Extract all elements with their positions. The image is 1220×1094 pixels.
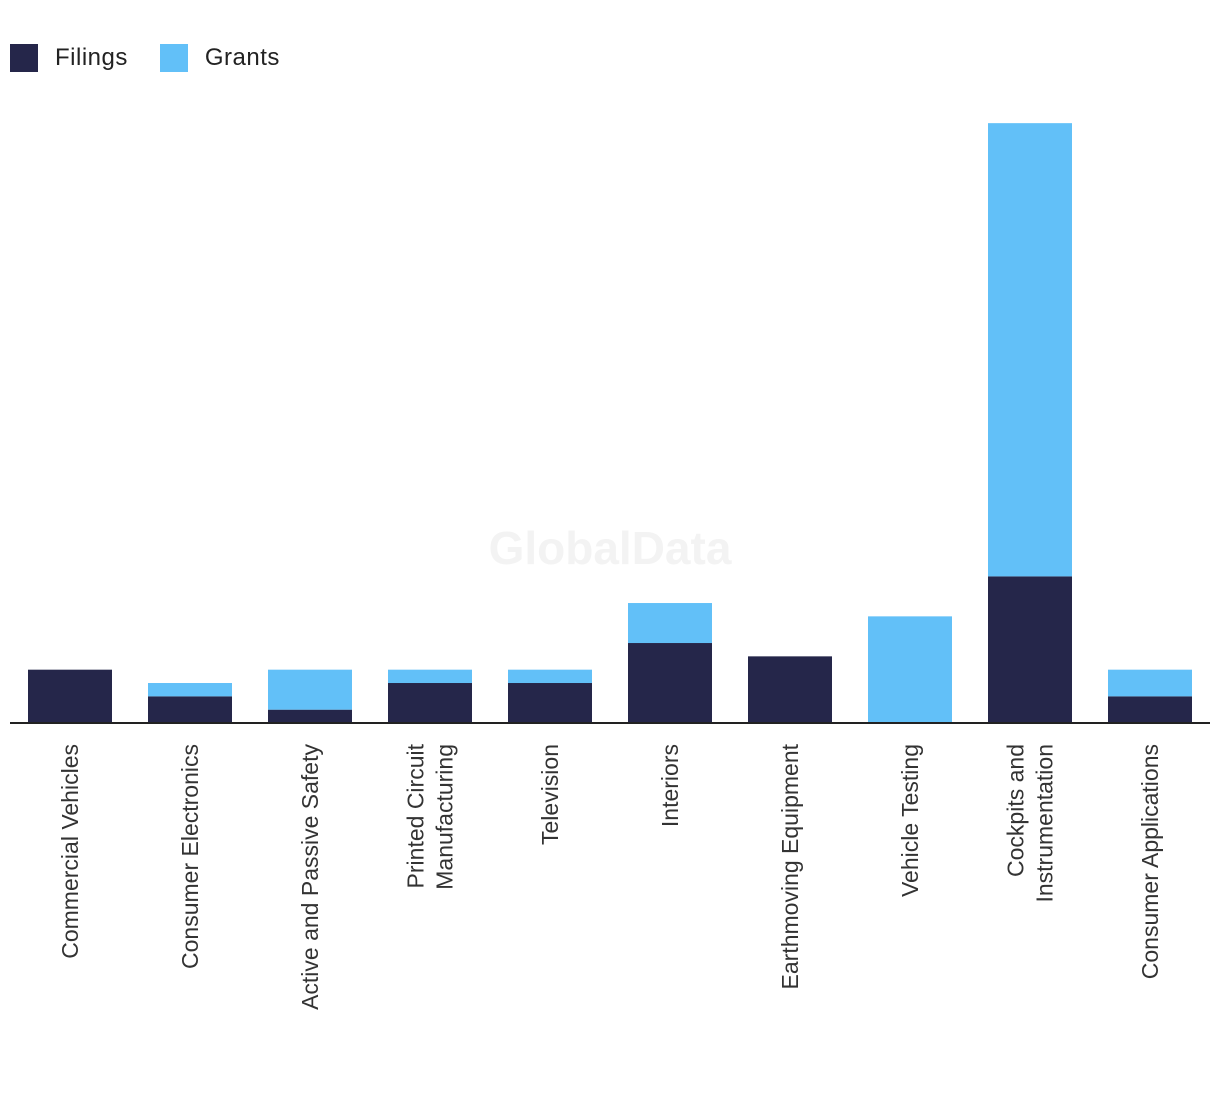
x-axis-labels: Commercial Vehicles Consumer Electronics A… [57,743,1163,1010]
x-tick-label-active-and-passive-safety: Active and Passive Safety [297,744,323,1010]
bars-group [28,123,1192,723]
x-tick-label-television: Television [537,744,563,845]
bar-filings-printed-circuit-manufacturing [388,683,472,723]
bar-grants-consumer-applications [1108,669,1192,697]
watermark: GlobalData [489,522,732,574]
bar-filings-consumer-electronics [148,696,232,723]
x-tick-label-consumer-electronics: Consumer Electronics [177,744,203,969]
bar-filings-earthmoving-equipment [748,656,832,723]
x-tick-label-consumer-applications: Consumer Applications [1137,744,1163,979]
bar-filings-consumer-applications [1108,696,1192,723]
legend-swatch-grants [159,44,188,72]
bar-grants-interiors [628,603,712,644]
bar-filings-interiors [628,643,712,723]
bar-grants-consumer-electronics [148,683,232,697]
bar-grants-printed-circuit-manufacturing [388,669,472,684]
x-tick-label-cockpits-and-instrumentation: Cockpits and Instrumentation [1003,744,1058,903]
legend-item-filings: Filings [10,44,128,72]
bar-filings-commercial-vehicles [28,669,112,723]
legend-swatch-filings [10,44,38,72]
bar-grants-active-and-passive-safety [268,669,352,710]
bar-grants-television [508,669,592,684]
x-tick-label-printed-circuit-manufacturing: Printed Circuit Manufacturing [403,743,458,889]
x-tick-label-interiors: Interiors [657,744,683,827]
bar-filings-active-and-passive-safety [268,709,352,723]
bar-filings-cockpits-and-instrumentation [988,576,1072,723]
bar-grants-vehicle-testing [868,616,952,723]
legend-label-filings: Filings [55,44,128,71]
legend: Filings Grants [10,44,312,72]
x-tick-label-commercial-vehicles: Commercial Vehicles [57,744,83,959]
legend-item-grants: Grants [159,44,280,72]
x-tick-label-earthmoving-equipment: Earthmoving Equipment [777,743,803,989]
bar-grants-cockpits-and-instrumentation [988,123,1072,577]
bar-filings-television [508,683,592,723]
legend-label-grants: Grants [204,44,280,71]
x-tick-label-vehicle-testing: Vehicle Testing [897,744,923,897]
